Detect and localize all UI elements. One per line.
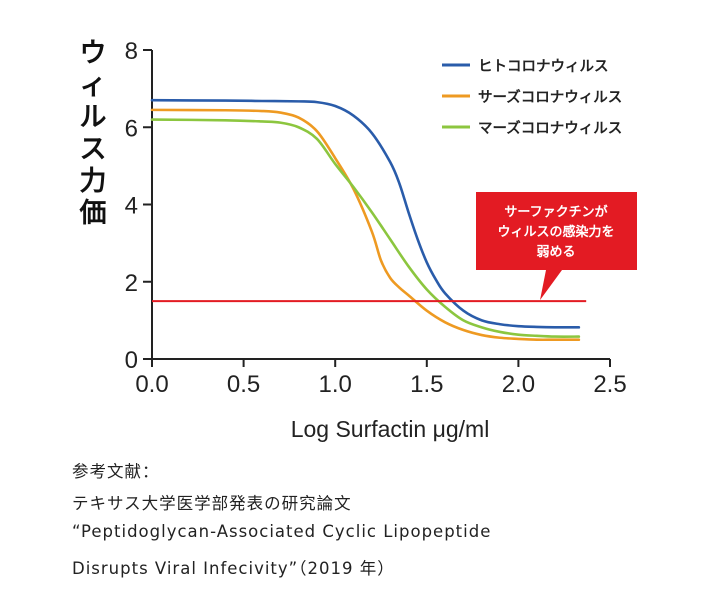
callout-text-line: ウィルスの感染力を [497, 224, 614, 240]
y-tick-label: 4 [125, 193, 138, 220]
x-axis-label: Log Surfactin μg/ml [291, 416, 490, 442]
x-tick-label: 2.5 [593, 371, 626, 398]
x-tick-label: 2.0 [502, 371, 535, 398]
y-axis-label-char: ィ [80, 70, 107, 101]
y-axis-label-char: 力 [80, 166, 107, 197]
annotation-callout: サーファクチンが ウィルスの感染力を 弱める [476, 192, 637, 301]
y-ticks: 0 2 4 6 8 [125, 38, 152, 374]
y-axis-label-char: ス [80, 134, 107, 165]
y-tick-label: 2 [125, 270, 138, 297]
reference-line: “Peptidoglycan-Associated Cyclic Lipopep… [72, 522, 492, 541]
x-tick-label: 0.5 [227, 371, 260, 398]
callout-box [476, 192, 637, 301]
x-ticks: 0.0 0.5 1.0 1.5 2.0 2.5 [135, 359, 627, 398]
y-tick-label: 6 [125, 115, 138, 142]
reference-heading: 参考文献： [72, 462, 160, 481]
reference-line: Disrupts Viral Infecivity”（2019 年） [72, 559, 395, 578]
legend-label: マーズコロナウィルス [478, 119, 622, 137]
legend-label: サーズコロナウィルス [478, 88, 622, 106]
series-line-2 [150, 108, 581, 342]
legend-label: ヒトコロナウィルス [478, 58, 609, 75]
y-axis-label-char: ル [80, 102, 107, 133]
y-tick-label: 0 [125, 347, 138, 374]
series-line-3 [150, 118, 581, 338]
callout-text-line: サーファクチンが [504, 204, 607, 220]
reference-line: テキサス大学医学部発表の研究論文 [72, 494, 352, 513]
series-lines [150, 98, 581, 342]
chart-area: ウィルス力価 0 2 4 6 8 0.0 0.5 1.0 1.5 2.0 2.5 ヒトコロナウィル… [79, 38, 637, 442]
series-line-1 [150, 98, 581, 329]
x-tick-label: 1.0 [319, 371, 352, 398]
y-axis-label-char: ウ [80, 38, 107, 69]
y-tick-label: 8 [125, 38, 138, 65]
y-axis-label-char: 価 [79, 198, 107, 229]
callout-text-line: 弱める [536, 244, 575, 260]
x-tick-label: 1.5 [410, 371, 443, 398]
x-tick-label: 0.0 [135, 371, 168, 398]
